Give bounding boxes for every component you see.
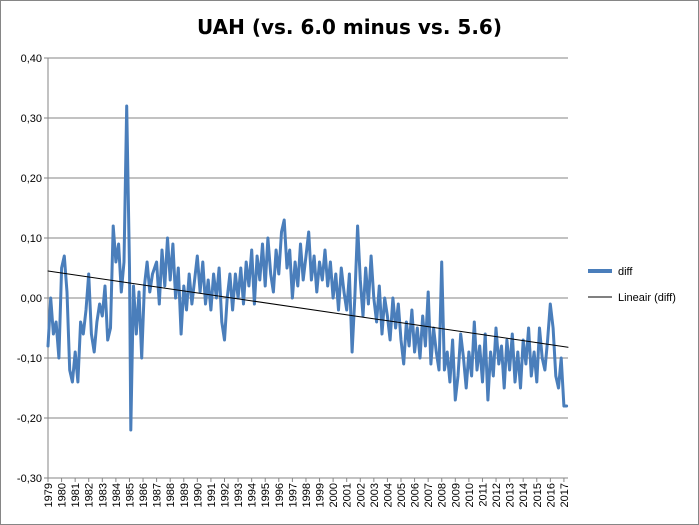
y-tick-label: -0,30 [17, 473, 42, 485]
y-tick-label: 0,10 [21, 233, 42, 245]
x-tick-label: 1991 [206, 483, 218, 507]
x-tick-label: 2005 [396, 483, 408, 507]
y-tick-label: 0,00 [21, 293, 42, 305]
x-tick-label: 2010 [464, 483, 476, 507]
x-tick-label: 2003 [369, 483, 381, 507]
trendline-series [47, 270, 569, 348]
y-tick-label: 0,40 [21, 53, 42, 65]
legend-label-trendline: Lineair (diff) [618, 292, 676, 304]
diff-series-line [46, 104, 569, 432]
x-tick-label: 1993 [233, 483, 245, 507]
x-tick-label: 1994 [247, 483, 259, 507]
x-tick-label: 2004 [382, 483, 394, 507]
x-tick-label: 2011 [477, 483, 489, 507]
x-tick-label: 2006 [410, 483, 422, 507]
y-tick-labels: -0,30 -0,20 -0,10 0,00 0,10 0,20 0,30 0,40 [17, 53, 42, 485]
x-tick-label: 2000 [328, 483, 340, 507]
axes [44, 57, 568, 482]
x-tick-label: 1998 [301, 483, 313, 507]
x-tick-label: 2007 [423, 483, 435, 507]
y-tick-label: -0,20 [17, 413, 42, 425]
x-tick-label: 1983 [97, 483, 109, 507]
x-tick-label: 2014 [518, 483, 530, 507]
x-tick-label: 1989 [179, 483, 191, 507]
x-tick-label: 1981 [70, 483, 82, 507]
x-tick-label: 2015 [532, 483, 544, 507]
x-tick-label: 2013 [505, 483, 517, 507]
x-tick-label: 1985 [124, 483, 136, 507]
x-tick-label: 1980 [57, 483, 69, 507]
x-tick-label: 1999 [315, 483, 327, 507]
x-tick-label: 2009 [450, 483, 462, 507]
x-tick-label: 2012 [491, 483, 503, 507]
x-tick-label: 2001 [342, 483, 354, 507]
legend-label-diff: diff [618, 266, 633, 278]
y-tick-label: 0,20 [21, 173, 42, 185]
x-tick-label: 1992 [220, 483, 232, 507]
x-tick-label: 2002 [355, 483, 367, 507]
x-tick-label: 1982 [84, 483, 96, 507]
x-tick-label: 1990 [192, 483, 204, 507]
x-tick-label: 2008 [437, 483, 449, 507]
x-tick-label: 1988 [165, 483, 177, 507]
chart-title: UAH (vs. 6.0 minus vs. 5.6) [197, 15, 502, 39]
x-tick-label: 1997 [287, 483, 299, 507]
y-tick-label: 0,30 [21, 113, 42, 125]
legend: diff Lineair (diff) [588, 266, 676, 304]
x-tick-labels: 1979 1980 1981 1982 1983 1984 1985 1986 1987 1988… [43, 483, 571, 507]
series-group [46, 104, 569, 432]
x-tick-label: 1995 [260, 483, 272, 507]
x-tick-label: 1979 [43, 483, 55, 507]
x-tick-label: 1987 [152, 483, 164, 507]
y-tick-label: -0,10 [17, 353, 42, 365]
x-tick-label: 2016 [545, 483, 557, 507]
x-tick-label: 1984 [111, 483, 123, 507]
x-tick-label: 1986 [138, 483, 150, 507]
x-tick-label: 2017 [559, 483, 571, 507]
x-tick-label: 1996 [274, 483, 286, 507]
